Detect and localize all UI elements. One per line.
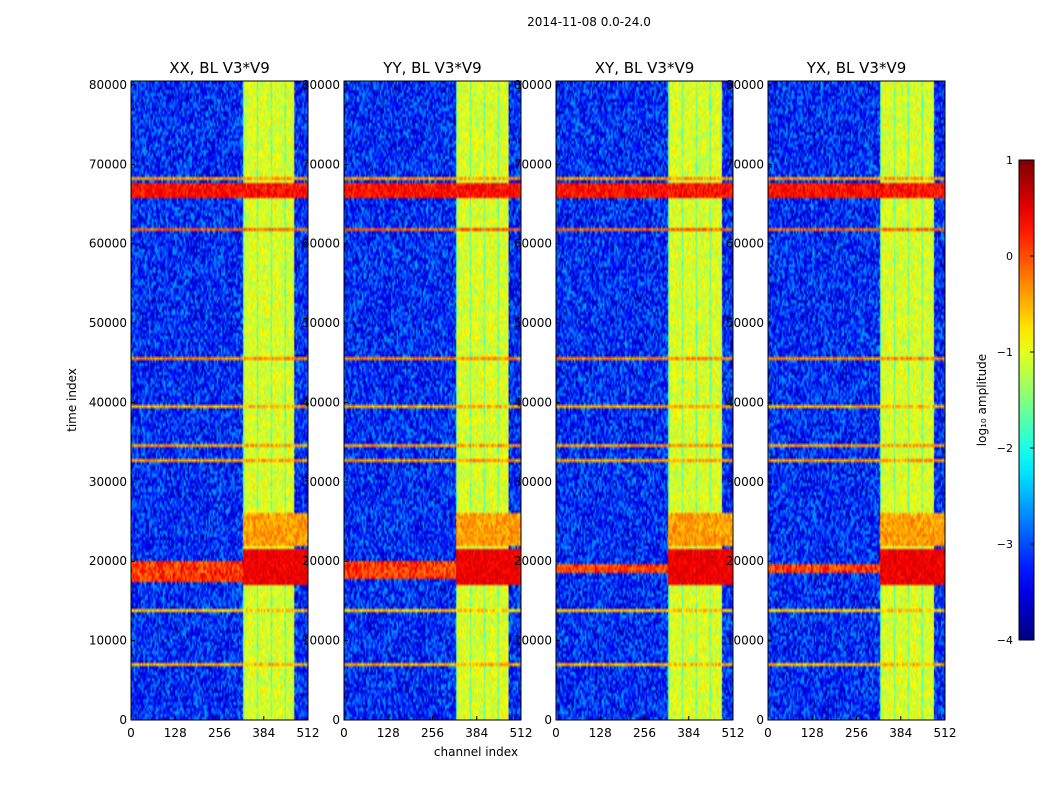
y-tick-label: 60000 xyxy=(514,237,552,251)
y-tick-label: 10000 xyxy=(89,634,127,648)
y-tick-label: 80000 xyxy=(302,78,340,92)
heatmap-image xyxy=(344,81,521,720)
x-tick-label: 128 xyxy=(589,726,612,740)
colorbar: 1 0 −1 −2 −3 −4 log₁₀ amplitude xyxy=(975,154,1035,647)
y-tick-label: 10000 xyxy=(302,634,340,648)
colorbar-tick-label: 1 xyxy=(1006,154,1013,167)
y-tick-label: 0 xyxy=(756,713,764,727)
panel-title: YY, BL V3*V9 xyxy=(382,59,481,77)
x-axis-label: channel index xyxy=(434,745,518,759)
y-tick-label: 0 xyxy=(544,713,552,727)
panel-0: XX, BL V3*V9 0 128 256 384 512 0 10000 20000 3000… xyxy=(89,59,320,740)
y-tick-label: 20000 xyxy=(89,554,127,568)
x-tick-label: 384 xyxy=(677,726,700,740)
x-tick-label: 0 xyxy=(764,726,772,740)
colorbar-tick-label: −2 xyxy=(997,442,1013,455)
y-tick-label: 70000 xyxy=(514,157,552,171)
x-tick-label: 256 xyxy=(845,726,868,740)
figure-suptitle: 2014-11-08 0.0-24.0 xyxy=(527,15,651,29)
x-tick-label: 0 xyxy=(552,726,560,740)
y-tick-label: 20000 xyxy=(726,554,764,568)
y-tick-label: 40000 xyxy=(89,395,127,409)
y-tick-label: 40000 xyxy=(302,395,340,409)
y-tick-label: 20000 xyxy=(514,554,552,568)
panel-title: XX, BL V3*V9 xyxy=(169,59,270,77)
y-tick-label: 80000 xyxy=(89,78,127,92)
colorbar-label: log₁₀ amplitude xyxy=(975,354,989,446)
x-tick-label: 384 xyxy=(889,726,912,740)
panel-title: XY, BL V3*V9 xyxy=(595,59,695,77)
colorbar-gradient xyxy=(1018,159,1035,641)
heatmap-image xyxy=(768,81,945,720)
y-tick-label: 50000 xyxy=(89,316,127,330)
x-tick-label: 256 xyxy=(208,726,231,740)
y-tick-label: 80000 xyxy=(726,78,764,92)
x-tick-label: 128 xyxy=(801,726,824,740)
x-tick-label: 256 xyxy=(633,726,656,740)
x-tick-label: 0 xyxy=(127,726,135,740)
y-tick-label: 20000 xyxy=(302,554,340,568)
y-tick-label: 70000 xyxy=(302,157,340,171)
panel-3: YX, BL V3*V9 0 128 256 384 512 0 10000 20000 3000… xyxy=(726,59,957,740)
y-tick-label: 0 xyxy=(332,713,340,727)
colorbar-tick-label: 0 xyxy=(1006,250,1013,263)
y-tick-label: 50000 xyxy=(302,316,340,330)
y-tick-label: 40000 xyxy=(514,395,552,409)
y-tick-label: 60000 xyxy=(726,237,764,251)
x-tick-label: 512 xyxy=(510,726,533,740)
y-tick-label: 40000 xyxy=(726,395,764,409)
panel-2: XY, BL V3*V9 0 128 256 384 512 0 10000 20000 3000… xyxy=(514,59,745,740)
colorbar-tick-label: −1 xyxy=(997,346,1013,359)
y-tick-label: 10000 xyxy=(726,634,764,648)
y-tick-label: 50000 xyxy=(514,316,552,330)
panel-1: YY, BL V3*V9 0 128 256 384 512 0 10000 20000 3000… xyxy=(302,59,533,740)
y-tick-label: 30000 xyxy=(726,475,764,489)
y-tick-label: 70000 xyxy=(726,157,764,171)
panel-title: YX, BL V3*V9 xyxy=(806,59,907,77)
y-tick-label: 60000 xyxy=(89,237,127,251)
x-tick-label: 384 xyxy=(252,726,275,740)
x-tick-label: 256 xyxy=(421,726,444,740)
y-tick-label: 30000 xyxy=(302,475,340,489)
y-tick-label: 30000 xyxy=(514,475,552,489)
colorbar-tick-label: −3 xyxy=(997,538,1013,551)
y-tick-label: 0 xyxy=(119,713,127,727)
y-axis-label: time index xyxy=(65,368,79,432)
x-tick-label: 0 xyxy=(340,726,348,740)
heatmap-image xyxy=(556,81,733,720)
heatmap-image xyxy=(131,81,308,720)
y-tick-label: 60000 xyxy=(302,237,340,251)
y-tick-label: 10000 xyxy=(514,634,552,648)
colorbar-tick-label: −4 xyxy=(997,634,1013,647)
y-tick-label: 70000 xyxy=(89,157,127,171)
y-tick-label: 30000 xyxy=(89,475,127,489)
x-tick-label: 128 xyxy=(164,726,187,740)
panels-group: XX, BL V3*V9 0 128 256 384 512 0 10000 20000 3000… xyxy=(89,59,957,740)
y-tick-label: 80000 xyxy=(514,78,552,92)
x-tick-label: 512 xyxy=(722,726,745,740)
x-tick-label: 512 xyxy=(297,726,320,740)
x-tick-label: 512 xyxy=(934,726,957,740)
y-tick-label: 50000 xyxy=(726,316,764,330)
x-tick-label: 128 xyxy=(377,726,400,740)
x-tick-label: 384 xyxy=(465,726,488,740)
